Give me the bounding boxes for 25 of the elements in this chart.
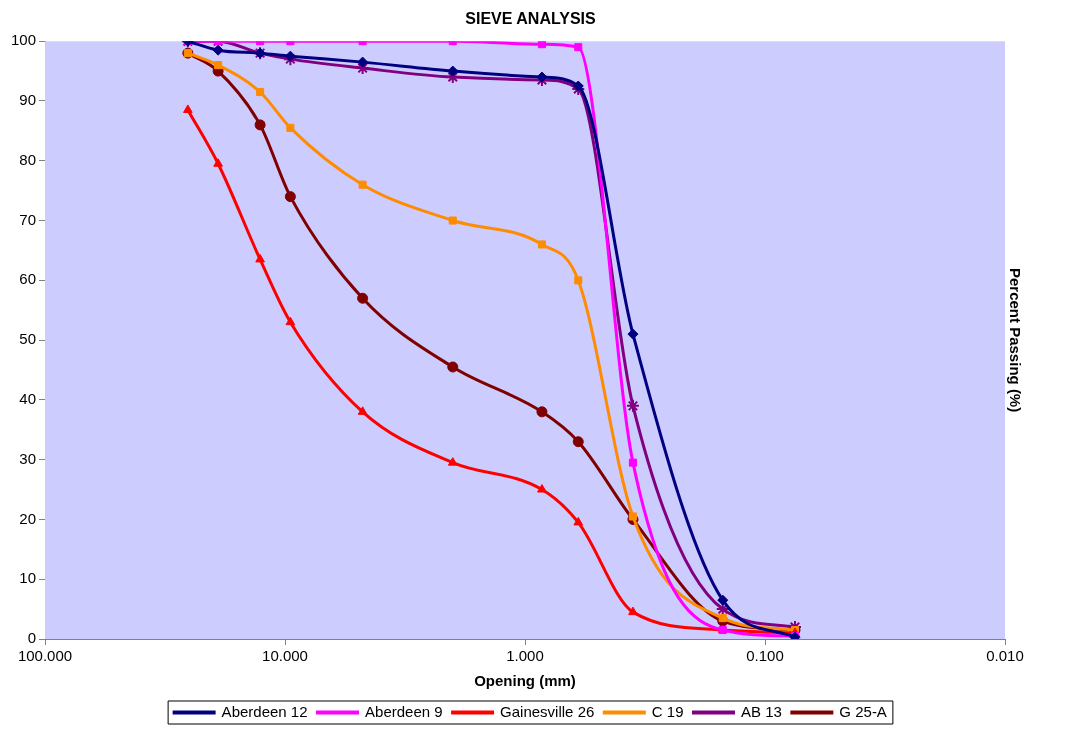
x-tick-label: 0.010 xyxy=(986,647,1024,665)
y-tick-label: 0 xyxy=(27,629,37,647)
legend-label: Aberdeen 9 xyxy=(365,702,443,720)
y-tick-label: 30 xyxy=(19,449,37,467)
chart-title: SIEVE ANALYSIS xyxy=(465,10,597,28)
y-tick-label: 70 xyxy=(19,210,37,228)
y-tick-label: 80 xyxy=(19,150,37,168)
legend-label: AB 13 xyxy=(741,702,782,720)
y-axis-title: Percent Passing (%) xyxy=(1006,267,1024,413)
x-tick-label: 10.000 xyxy=(262,647,308,665)
y-tick-label: 100 xyxy=(11,31,37,49)
y-tick-label: 20 xyxy=(19,509,37,527)
y-tick-label: 40 xyxy=(19,390,37,408)
y-tick-label: 60 xyxy=(19,270,37,288)
y-tick-label: 90 xyxy=(19,91,37,109)
x-tick-label: 0.100 xyxy=(746,647,784,665)
x-tick-label: 1.000 xyxy=(506,647,544,665)
y-tick-label: 50 xyxy=(19,330,37,348)
y-tick-label: 10 xyxy=(19,569,37,587)
x-axis-title: Opening (mm) xyxy=(474,672,576,690)
legend-label: C 19 xyxy=(651,702,684,720)
legend-label: G 25-A xyxy=(839,702,887,720)
x-tick-label: 100.000 xyxy=(17,647,73,665)
legend-label: Gainesville 26 xyxy=(500,702,595,720)
legend-label: Aberdeen 12 xyxy=(221,702,308,720)
